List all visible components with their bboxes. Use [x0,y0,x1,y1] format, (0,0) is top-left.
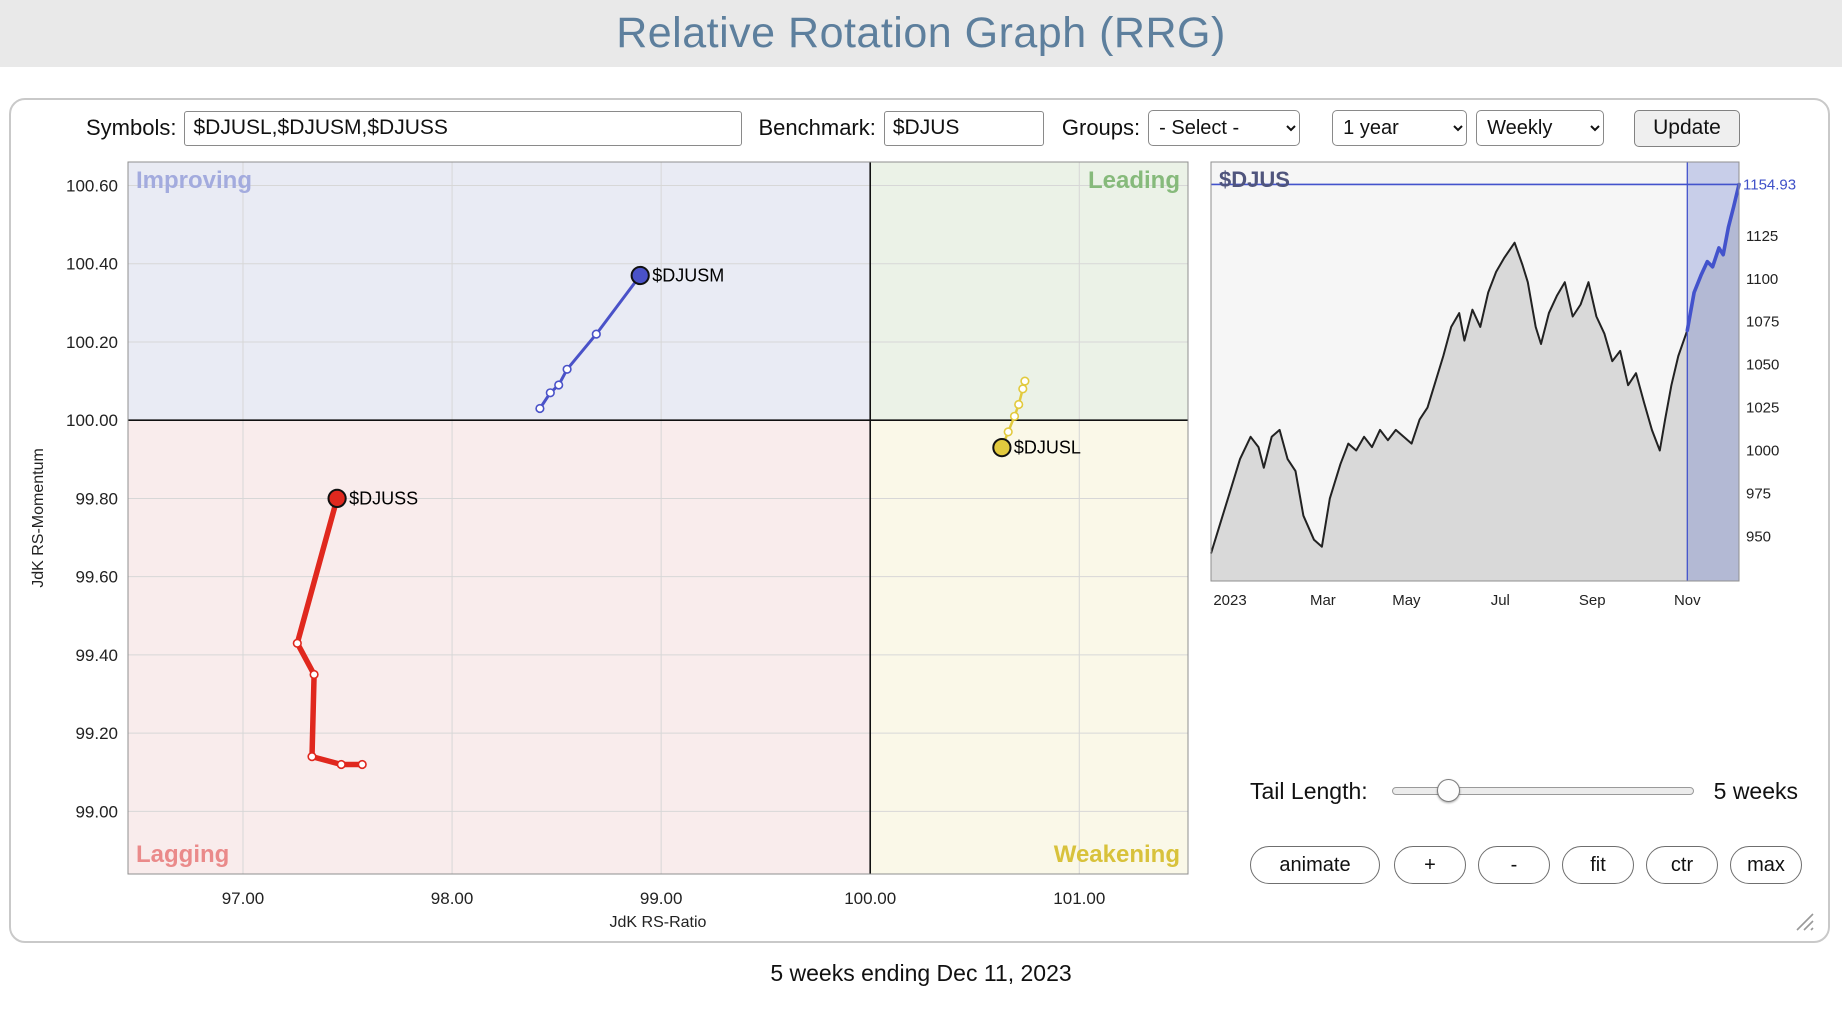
svg-text:Sep: Sep [1579,592,1606,609]
svg-text:1000: 1000 [1746,443,1779,460]
svg-text:1075: 1075 [1746,314,1779,331]
svg-text:99.00: 99.00 [640,889,683,908]
svg-text:2023: 2023 [1213,592,1246,609]
center-button[interactable]: ctr [1646,846,1718,884]
quadrant-weakening [870,420,1188,874]
svg-text:1025: 1025 [1746,400,1779,417]
svg-text:1050: 1050 [1746,357,1779,374]
tail-label: $DJUSM [652,266,724,286]
symbols-label: Symbols: [86,115,177,140]
svg-text:950: 950 [1746,528,1771,545]
svg-text:Nov: Nov [1674,592,1701,609]
benchmark-label: Benchmark: [758,115,876,140]
price-chart-title: $DJUS [1219,167,1290,192]
footer-caption: 5 weeks ending Dec 11, 2023 [770,960,1072,986]
y-axis-title: JdK RS-Momentum [31,448,47,588]
zoom-in-button[interactable]: + [1394,846,1466,884]
tail-length-slider[interactable] [1391,777,1694,805]
app-header: Relative Rotation Graph (RRG) [0,0,1842,67]
resize-handle-icon[interactable] [1792,909,1816,933]
tail-$DJUSM[interactable]: $DJUSM [535,265,724,414]
quadrant-label-leading: Leading [1088,167,1180,194]
svg-text:99.40: 99.40 [75,646,118,665]
quadrant-improving [128,162,871,421]
benchmark-price-chart: 1125 1100 1075 1050 1025 1000 975 950 1154.93 202… [1210,161,1796,609]
animate-button[interactable]: animate [1250,846,1380,884]
tail-$DJUSL[interactable]: $DJUSL [992,376,1081,458]
symbols-input[interactable] [184,110,743,146]
period-select[interactable]: 1 year [1332,110,1468,146]
groups-label: Groups: [1061,115,1141,140]
tail-label: $DJUSS [349,488,418,508]
svg-text:100.60: 100.60 [66,176,118,195]
tail-head [630,265,650,286]
max-button[interactable]: max [1730,846,1802,884]
tail-length-value: 5 weeks [1713,777,1799,804]
svg-text:99.20: 99.20 [75,724,118,743]
svg-text:101.00: 101.00 [1053,889,1105,908]
svg-text:1100: 1100 [1746,271,1778,288]
x-axis-title: JdK RS-Ratio [610,914,707,931]
tail-label: $DJUSL [1014,438,1081,458]
svg-text:97.00: 97.00 [222,889,265,908]
svg-text:100.00: 100.00 [844,889,896,908]
svg-text:100.00: 100.00 [66,411,118,430]
svg-text:100.40: 100.40 [66,255,118,274]
svg-text:99.00: 99.00 [75,802,118,821]
fit-button[interactable]: fit [1562,846,1634,884]
main-panel: Symbols: Benchmark: Groups: - Select - 1… [9,98,1830,943]
zoom-out-button[interactable]: - [1478,846,1550,884]
page-title: Relative Rotation Graph (RRG) [616,9,1226,57]
quadrant-label-improving: Improving [136,167,252,194]
svg-text:Mar: Mar [1310,592,1336,609]
svg-text:98.00: 98.00 [431,889,474,908]
svg-text:100.20: 100.20 [66,333,118,352]
groups-select[interactable]: - Select - [1148,110,1301,146]
benchmark-input[interactable] [883,110,1044,146]
svg-text:975: 975 [1746,485,1771,502]
tail-length-label: Tail Length: [1250,777,1368,804]
tail-$DJUSS[interactable]: $DJUSS [292,488,419,770]
frequency-select[interactable]: Weekly [1476,110,1605,146]
tail-head [992,438,1012,458]
svg-text:May: May [1392,592,1421,609]
quadrant-lagging [128,420,871,874]
svg-text:1125: 1125 [1746,228,1778,245]
highlight-region [1687,162,1739,581]
toolbar: Symbols: Benchmark: Groups: - Select - 1… [11,108,1828,148]
quadrant-leading [870,162,1188,421]
tail-head [327,488,347,508]
svg-text:Jul: Jul [1491,592,1510,609]
quadrant-label-weakening: Weakening [1054,841,1180,868]
svg-text:99.80: 99.80 [75,489,118,508]
last-price-label: 1154.93 [1743,176,1796,193]
chart-buttons: animate + - fit ctr max [1250,846,1814,884]
rrg-chart: Improving Leading Lagging Weakening 97.00 98.… [31,161,1189,931]
svg-text:99.60: 99.60 [75,568,118,587]
update-button[interactable]: Update [1634,109,1740,147]
tail-length-control: Tail Length: 5 weeks [1250,772,1798,810]
quadrant-label-lagging: Lagging [136,841,229,868]
